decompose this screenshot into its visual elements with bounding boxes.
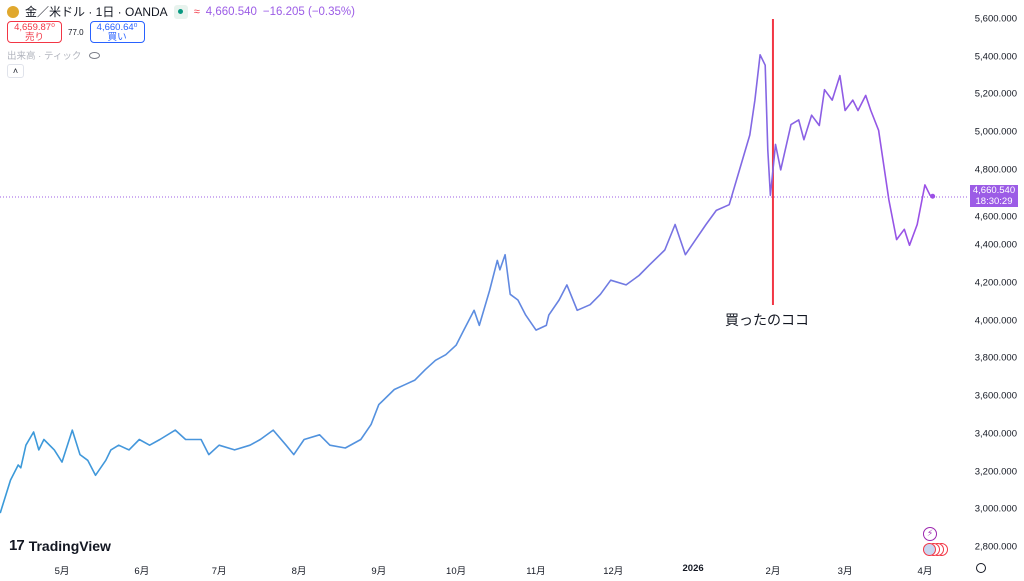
y-tick-label: 5,400.000 [974,51,1017,63]
lightning-icon[interactable]: ⚡ [923,527,937,541]
x-tick-label: 3月 [837,566,853,577]
symbol-title[interactable]: 金／米ドル · 1日 · OANDA [25,5,168,19]
buy-price: 4,660.64⁰ [96,22,138,33]
y-tick-label: 4,000.000 [974,315,1017,327]
brand-name: TradingView [28,537,111,554]
y-tick-label: 4,800.000 [974,164,1017,176]
y-tick-label: 3,600.000 [974,390,1017,402]
x-tick-label: 8月 [291,566,307,577]
collapse-button[interactable]: ˄ [7,64,24,78]
x-tick-label: 5月 [54,566,70,577]
countdown-time: 18:30:29 [975,195,1013,207]
y-tick-label: 4,600.000 [974,211,1017,223]
sell-button[interactable]: 4,659.87⁰ 売り [7,21,62,43]
market-open-icon [173,4,188,19]
y-tick-label: 4,200.000 [974,277,1017,289]
symbol-header: 金／米ドル · 1日 · OANDA ≈ 4,660.540 −16.205 (… [7,3,355,20]
sell-price: 4,659.87⁰ [14,22,55,33]
x-tick-label: 12月 [603,566,624,577]
tradingview-logo[interactable]: 17 TradingView [9,537,111,554]
x-tick-label: 10月 [446,566,467,577]
buy-button[interactable]: 4,660.64⁰ 買い [89,21,145,43]
tv-logo-icon: 17 [9,537,25,554]
y-tick-label: 5,600.000 [974,13,1017,25]
volume-label: 出来高 · ティック [7,51,82,62]
x-tick-label: 2026 [682,563,704,574]
last-price-point [930,193,936,199]
settings-icon[interactable] [976,563,986,573]
y-tick-label: 3,000.000 [974,503,1017,515]
y-tick-label: 4,400.000 [974,239,1017,251]
x-tick-label: 7月 [211,566,227,577]
price-change: −16.205 (−0.35%) [262,5,355,18]
x-tick-label: 6月 [134,566,150,577]
buy-annotation: 買ったのココ [725,312,809,328]
x-tick-label: 9月 [371,566,387,577]
buy-label: 買い [107,32,127,43]
gold-logo-icon [7,5,19,18]
x-tick-label: 4月 [917,566,933,577]
y-tick-label: 2,800.000 [974,541,1017,553]
price-series-line [0,53,933,514]
x-tick-label: 2月 [765,566,781,577]
sell-label: 売り [24,32,44,43]
y-tick-label: 5,200.000 [974,88,1017,100]
approx-icon: ≈ [193,5,200,18]
y-tick-label: 3,800.000 [974,352,1017,364]
eye-hidden-icon[interactable] [89,51,101,59]
current-price-value: 4,660.540 [972,185,1016,196]
y-tick-label: 3,400.000 [974,428,1017,440]
current-price-label: 4,660.540 18:30:29 [970,185,1018,207]
x-tick-label: 11月 [526,566,546,577]
y-tick-label: 5,000.000 [974,126,1017,138]
y-tick-label: 3,200.000 [974,466,1017,478]
last-price: 4,660.540 [205,5,257,18]
spread: 77.0 [68,27,84,37]
volume-indicator[interactable]: 出来高 · ティック [7,48,101,62]
us-flag-events-icon[interactable] [923,543,953,556]
